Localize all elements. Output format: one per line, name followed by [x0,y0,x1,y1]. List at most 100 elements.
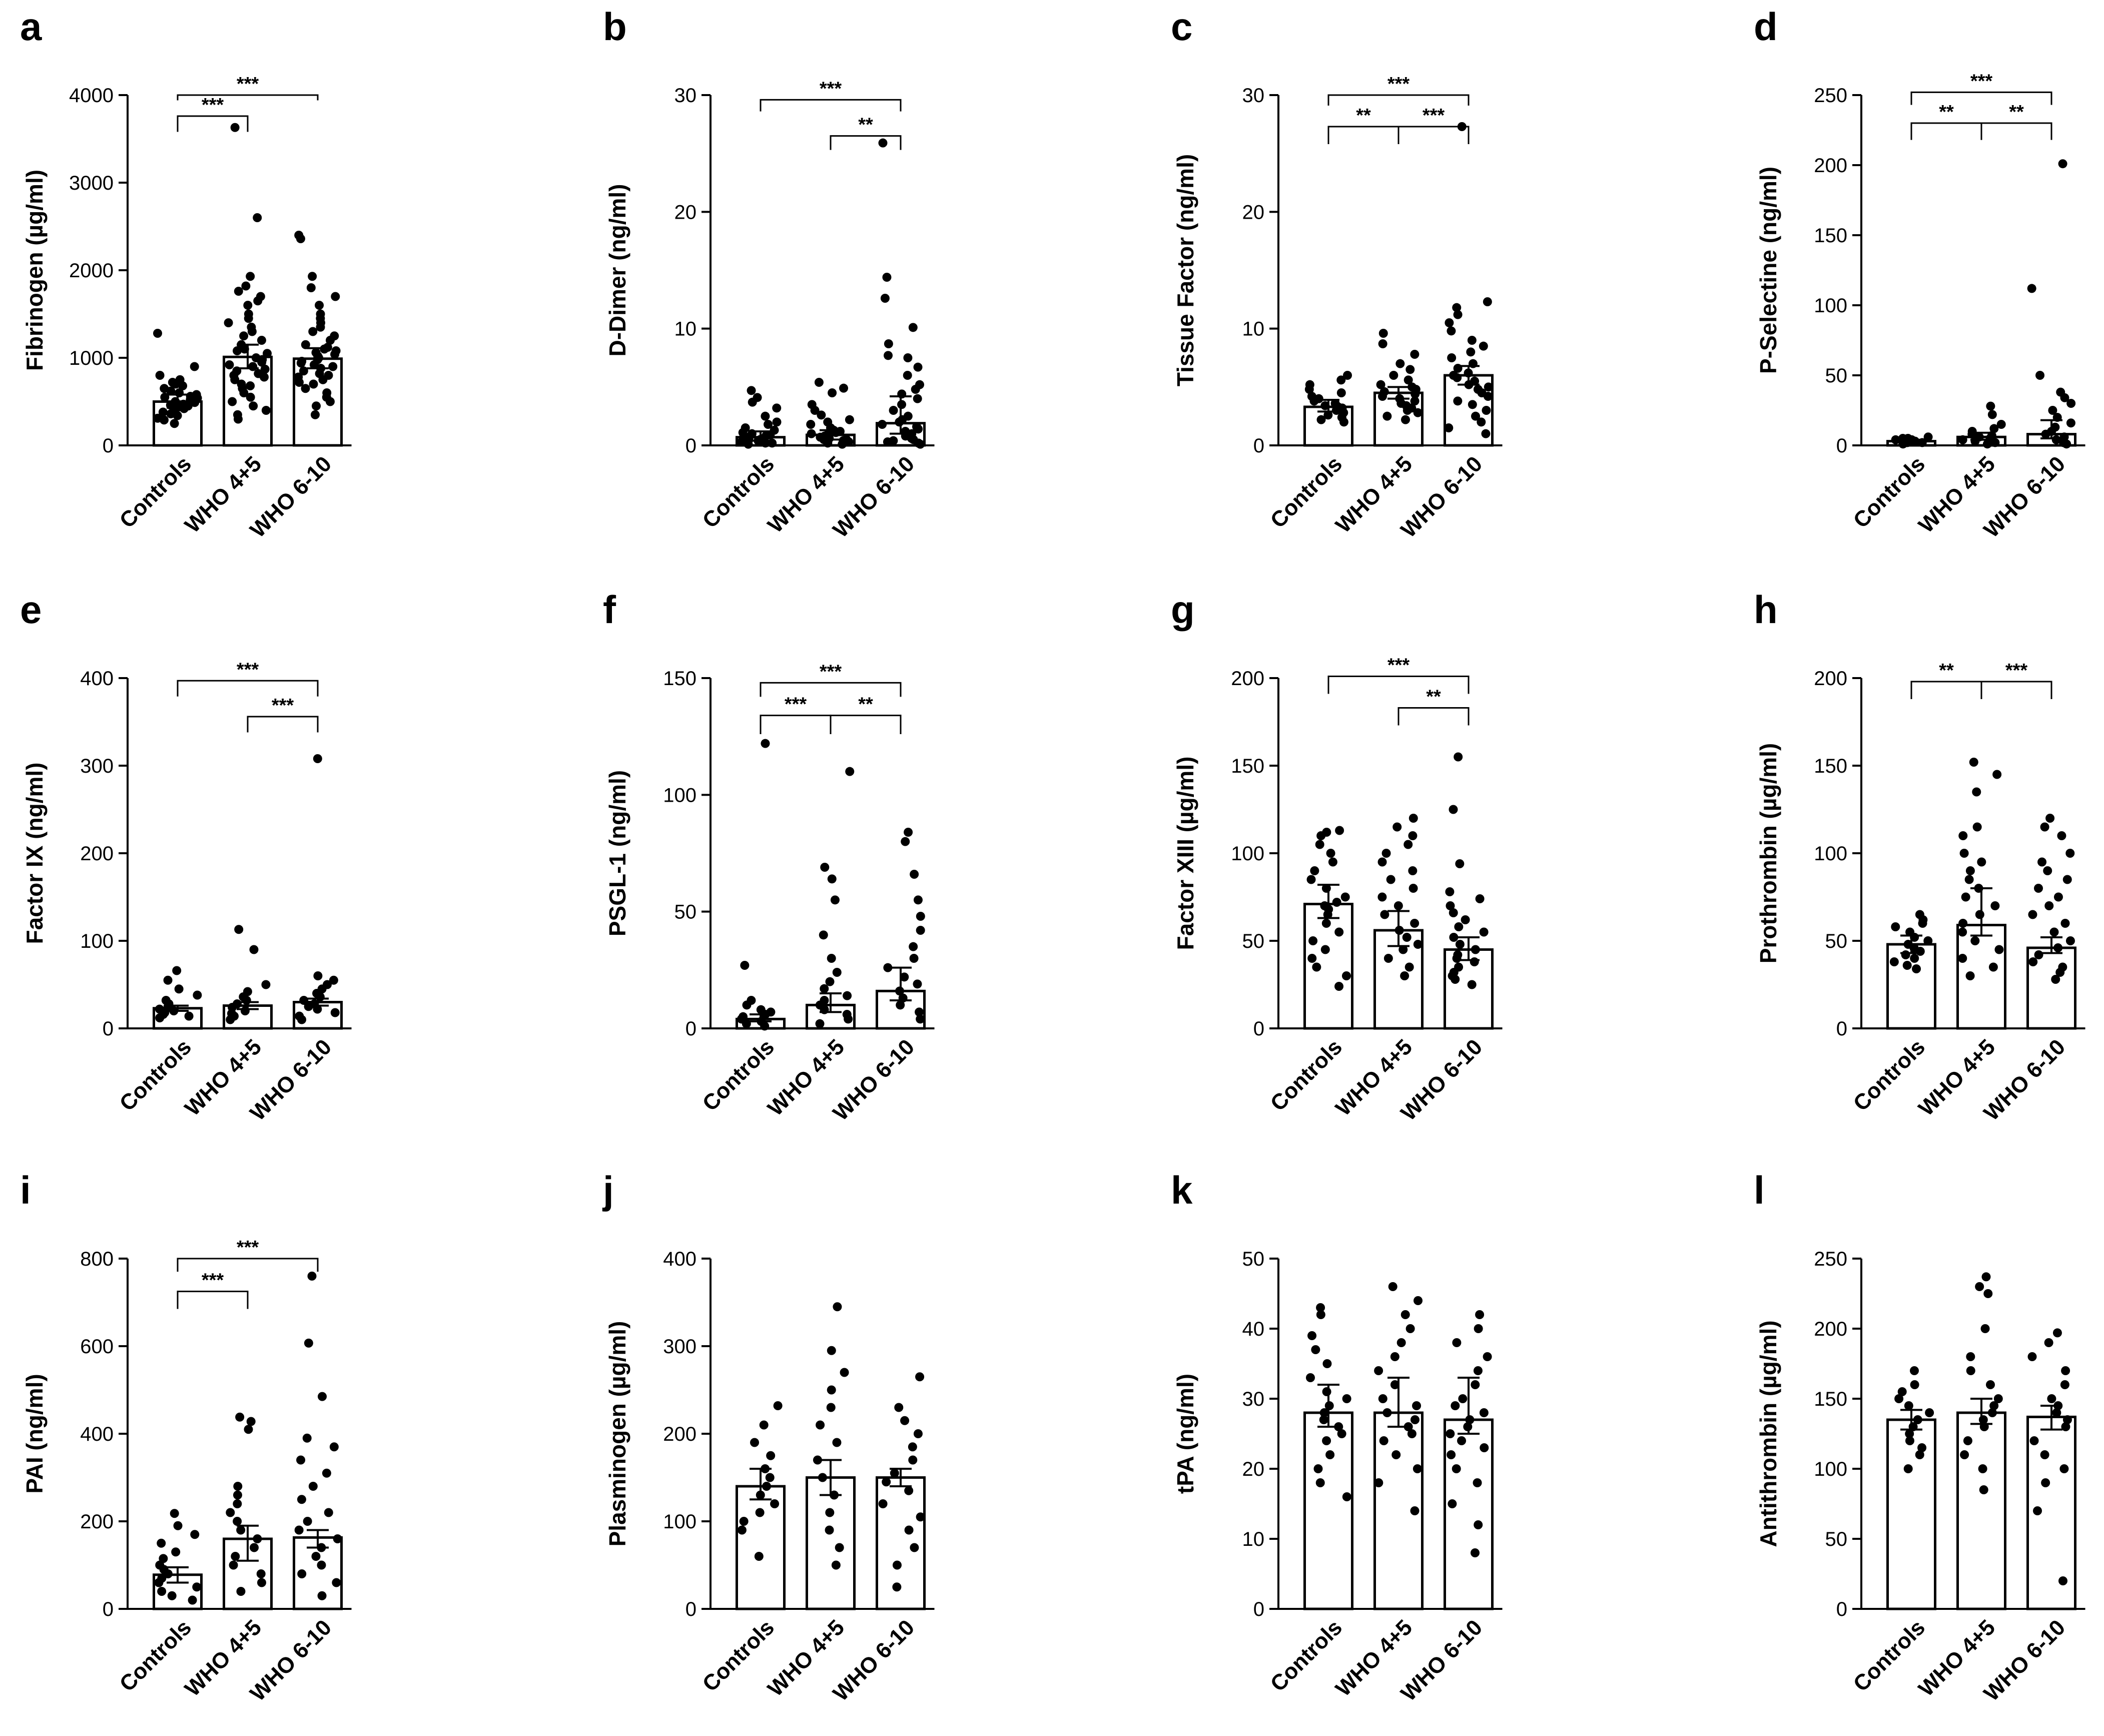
data-point [1455,859,1465,868]
data-point [742,1000,752,1010]
data-point [1305,1373,1315,1382]
panel-letter: i [20,1168,31,1212]
data-point [744,439,753,449]
data-point [1410,1415,1420,1424]
data-point [1321,919,1331,928]
significance-label: *** [237,74,259,95]
data-point [159,415,169,425]
significance-label: *** [202,1270,224,1291]
data-point [1451,975,1460,984]
data-point [1316,415,1326,424]
data-point [2062,1415,2072,1424]
data-point [1966,1366,1975,1375]
data-point [823,438,833,448]
data-point [313,971,323,980]
y-axis-label: Factor XIII (µg/ml) [1172,757,1198,950]
data-point [331,292,340,301]
data-point [1392,822,1402,832]
data-point [1382,1408,1392,1417]
data-point [301,340,310,349]
data-point [1958,831,1968,840]
data-point [299,996,309,1005]
data-point [1902,961,1912,970]
data-point [1465,1415,1475,1424]
data-point [916,926,925,935]
data-point [261,406,271,415]
data-point [234,287,243,296]
data-point [1336,388,1346,397]
data-point [807,429,816,438]
data-point [1410,350,1420,359]
y-tick-label: 200 [80,1511,114,1533]
data-point [171,1547,181,1557]
data-point [1404,375,1413,385]
data-point [256,1569,266,1578]
data-point [908,1455,918,1465]
data-point [1398,945,1408,954]
data-point [762,1482,771,1491]
panel-letter: l [1754,1168,1765,1212]
y-tick-label: 2000 [69,260,114,282]
data-point [1966,1352,1975,1361]
data-point [825,1525,834,1535]
data-point [190,398,200,407]
data-point [154,1578,164,1587]
data-point [889,406,898,415]
data-point [1961,892,1970,902]
data-point [294,1525,304,1535]
data-point [235,1412,245,1422]
significance-label: ** [858,694,873,715]
data-point [330,350,340,359]
data-point [827,874,837,884]
data-point [827,1385,836,1395]
data-point [1454,752,1463,762]
data-point [159,1554,168,1563]
data-point [1467,336,1477,345]
data-point [915,1372,925,1382]
y-tick-label: 100 [1814,1458,1847,1480]
data-point [1377,892,1387,902]
data-point [880,294,890,303]
y-tick-label: 250 [1814,85,1847,107]
significance-label: ** [1939,660,1954,681]
data-point [1458,1394,1468,1403]
data-point [825,977,835,986]
data-point [2053,943,2063,952]
data-point [301,384,310,393]
data-point [248,362,258,371]
data-point [1447,353,1457,362]
data-point [2041,1478,2050,1487]
data-point [316,322,325,332]
data-point [1978,1464,1987,1473]
data-point [302,1433,312,1443]
data-point [894,1403,904,1412]
data-point [1473,1366,1483,1375]
data-point [878,420,887,429]
data-point [1983,1289,1993,1298]
data-point [253,1534,262,1543]
bar [1303,1411,1353,1610]
data-point [1316,831,1326,840]
data-point [815,1019,825,1028]
bar [1886,1418,1936,1610]
data-point [1479,1408,1489,1417]
data-point [193,990,202,1000]
data-point [313,1004,322,1014]
data-point [840,1368,849,1377]
data-point [1471,945,1480,954]
data-point [226,1015,235,1024]
significance-label: ** [858,115,873,136]
data-point [913,1429,923,1438]
bar [1956,924,2006,1030]
data-point [1335,826,1344,835]
data-point [2027,1352,2037,1361]
data-point [764,420,773,429]
data-point [747,386,756,395]
data-point [1342,1394,1351,1403]
data-point [1910,1380,1919,1389]
